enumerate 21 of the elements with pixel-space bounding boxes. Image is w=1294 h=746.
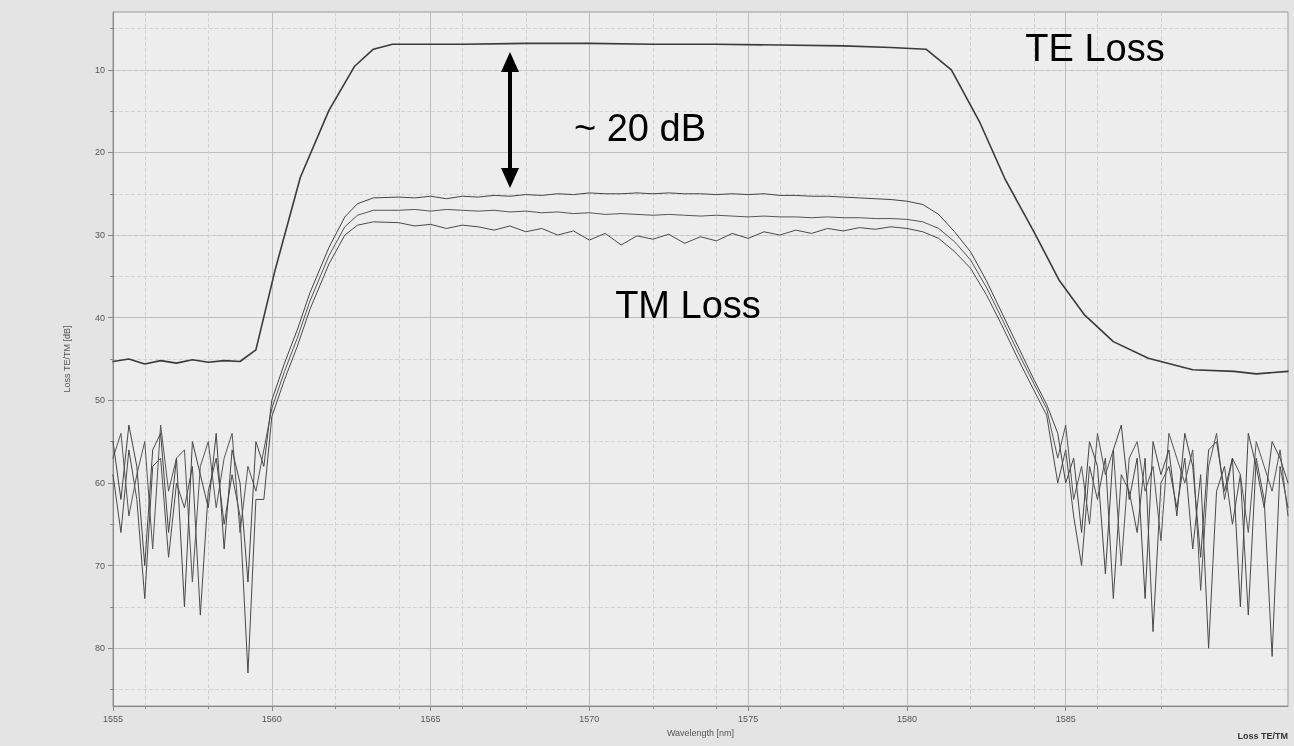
x-tick-label: 1570: [579, 713, 600, 724]
x-tick-label: 1575: [738, 713, 759, 724]
y-tick-label: 30: [94, 230, 105, 241]
x-axis-title: Wavelength [nm]: [666, 727, 735, 738]
y-tick-label: 40: [94, 312, 105, 323]
y-tick-label: 70: [94, 560, 105, 571]
x-tick-label: 1560: [261, 713, 282, 724]
x-tick-label: 1585: [1055, 713, 1076, 724]
x-tick-label: 1555: [102, 713, 124, 724]
y-axis-title: Loss TE/TM [dB]: [61, 325, 72, 393]
x-tick-label: 1565: [420, 713, 441, 724]
y-tick-label: 80: [94, 643, 105, 654]
x-tick-label: 1580: [896, 713, 917, 724]
y-tick-label: 50: [94, 395, 105, 406]
annotation: ~ 20 dB: [573, 107, 707, 149]
y-tick-label: 60: [94, 477, 105, 488]
annotation: TM Loss: [615, 284, 761, 326]
text: Loss TE/TM: [1237, 730, 1289, 741]
y-tick-label: 20: [94, 147, 105, 158]
y-tick-label: 10: [94, 64, 105, 75]
annotation: TE Loss: [1025, 27, 1165, 69]
